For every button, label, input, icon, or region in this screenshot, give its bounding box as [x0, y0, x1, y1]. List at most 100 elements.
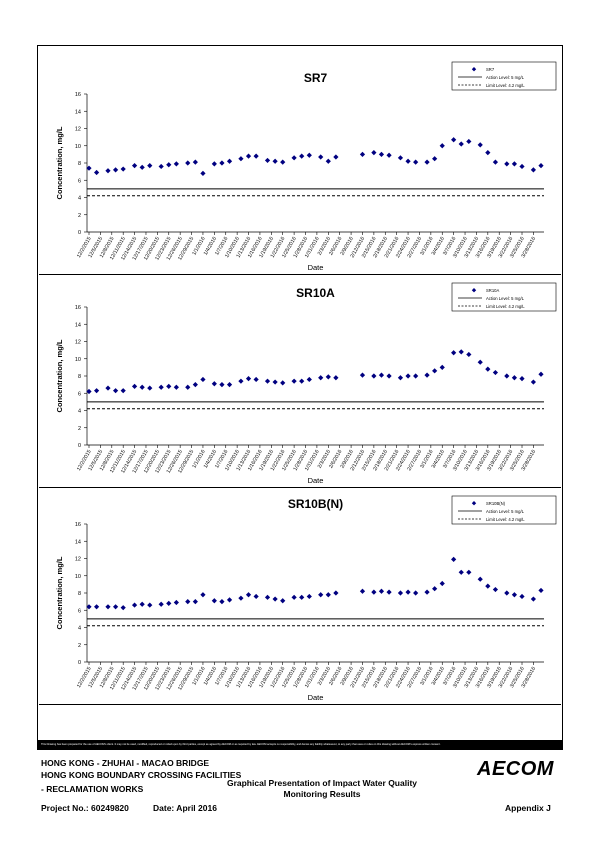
sr10a-data-point	[325, 374, 331, 380]
sr10b-n-data-point	[219, 599, 225, 605]
sr10b-n-data-point	[185, 599, 191, 605]
sr10b-n-data-point	[333, 590, 339, 596]
sr7-data-point	[378, 151, 385, 157]
sr7-data-point	[371, 150, 377, 156]
sr10a-data-point	[306, 376, 312, 383]
sr7-data-point	[264, 157, 271, 164]
sr10a-data-point	[378, 372, 385, 378]
sr10b-n-data-point	[272, 596, 278, 602]
sr10a-data-point	[245, 375, 252, 382]
sr10b-n-data-point	[538, 587, 544, 594]
sr10a-data-point	[131, 383, 138, 389]
sr10b-n-legend-action-label: Action Level: 5 mg/L	[486, 509, 525, 514]
sr10b-n-data-point	[485, 583, 491, 589]
sr10b-n-data-point	[371, 589, 377, 595]
sr7-y-axis-label: Concentration, mg/L	[55, 126, 64, 199]
sr7-data-point	[280, 159, 286, 165]
sr7-data-point	[93, 169, 100, 176]
sr10a-data-point	[112, 388, 119, 394]
sr10b-n-legend-series-label: SR10B(N)	[486, 501, 506, 506]
sr10a-data-point	[432, 368, 438, 374]
disclaimer-bar: This Drawing has been prepared for the u…	[38, 740, 562, 749]
sr10b-n-data-point	[86, 604, 92, 610]
sr7-data-point	[131, 162, 138, 169]
sr10b-n-data-point	[325, 592, 331, 598]
sr7-data-point	[158, 163, 164, 170]
sr10b-n-y-tick-label: 14	[75, 539, 81, 545]
sr10b-n-data-point	[291, 594, 297, 600]
sr10b-n-data-point	[139, 601, 145, 607]
project-line-2: HONG KONG BOUNDARY CROSSING FACILITIES	[41, 770, 242, 780]
sr10a-data-point	[504, 373, 510, 379]
sr10a-y-tick-label: 6	[78, 391, 81, 397]
sr7-data-point	[120, 166, 126, 172]
sr7-data-point	[333, 154, 339, 160]
sr7-y-tick-label: 0	[78, 230, 81, 236]
sr7-data-point	[451, 137, 457, 143]
sr7-y-tick-label: 6	[78, 178, 81, 184]
sr10b-n-data-point	[131, 602, 138, 608]
sr7-data-point	[492, 159, 499, 165]
sr10b-n-data-point	[359, 588, 366, 594]
sr10b-n-data-point	[413, 590, 419, 596]
sr7-y-tick-label: 2	[78, 213, 81, 219]
sr7-data-point	[485, 150, 491, 156]
sr10a-y-tick-label: 16	[75, 305, 81, 311]
sr7-data-point	[238, 156, 244, 162]
sr7-legend-limit-label: Limit Level: 4.2 mg/L	[486, 83, 525, 88]
sr10b-n-y-tick-label: 0	[78, 660, 81, 666]
sr7-data-point	[477, 142, 483, 148]
sr10a-data-point	[466, 351, 472, 358]
sr10a-data-point	[299, 378, 305, 384]
sr7-data-point	[318, 154, 324, 160]
sr7-data-point	[245, 153, 252, 159]
sr10b-n-data-point	[424, 589, 430, 595]
sr10a-data-point	[219, 382, 225, 388]
sr10a-data-point	[192, 382, 198, 388]
sr7-data-point	[86, 165, 92, 171]
sr7-data-point	[397, 155, 404, 161]
aecom-logo: AECOM	[477, 758, 554, 780]
sr10a-data-point	[359, 372, 366, 378]
sr10b-n-x-axis-label: Date	[308, 693, 324, 702]
sr10b-n-data-point	[264, 594, 271, 600]
sr7-data-point	[413, 159, 419, 165]
sr10a-y-tick-label: 2	[78, 426, 81, 432]
sr10a-data-point	[238, 378, 244, 384]
sr7-data-point	[519, 163, 525, 170]
sr7-legend-action-label: Action Level: 5 mg/L	[486, 75, 525, 80]
project-line-1: HONG KONG - ZHUHAI - MACAO BRIDGE	[41, 758, 210, 768]
sr10b-n-data-point	[504, 590, 510, 596]
sr7-y-tick-label: 14	[75, 109, 81, 115]
sr10b-n-data-point	[451, 556, 457, 562]
sr10a-x-axis-label: Date	[308, 476, 324, 485]
sr7-data-point	[185, 160, 191, 166]
sr10a-y-axis-label: Concentration, mg/L	[55, 339, 64, 412]
sr10a-data-point	[405, 373, 411, 379]
sr7-data-point	[432, 156, 438, 162]
sr10a-data-point	[120, 388, 126, 394]
sr10a-data-point	[158, 384, 164, 390]
sr10a-data-point	[105, 385, 111, 391]
sr7-chart-title: SR7	[304, 71, 328, 85]
sr7-data-point	[424, 159, 430, 165]
sr7-data-point	[200, 170, 206, 176]
drawing-title-line-1: Graphical Presentation of Impact Water Q…	[226, 778, 418, 788]
sr10b-n-chart-title: SR10B(N)	[288, 497, 343, 511]
project-line-3: - RECLAMATION WORKS	[41, 784, 144, 794]
chart-sr10a: SR10A SR10A Action Level: 5 mg/L Limit Leve…	[55, 282, 557, 485]
sr7-data-point	[405, 158, 411, 164]
sr10b-n-data-point	[458, 569, 464, 575]
sr10b-n-data-point	[200, 592, 206, 598]
sr7-data-point	[211, 161, 217, 167]
sr10a-legend-marker	[471, 288, 477, 293]
sr10b-n-y-axis-label: Concentration, mg/L	[55, 556, 64, 629]
sr7-data-point	[147, 162, 153, 169]
chart-sr10bn: SR10B(N) SR10B(N) Action Level: 5 mg/L Limi…	[55, 495, 557, 702]
sr10a-data-point	[371, 373, 377, 379]
sr10a-data-point	[280, 380, 286, 386]
sr7-data-point	[359, 151, 366, 157]
sr10a-data-point	[318, 375, 324, 381]
sr7-data-point	[139, 164, 145, 170]
sr10b-n-data-point	[466, 569, 472, 575]
